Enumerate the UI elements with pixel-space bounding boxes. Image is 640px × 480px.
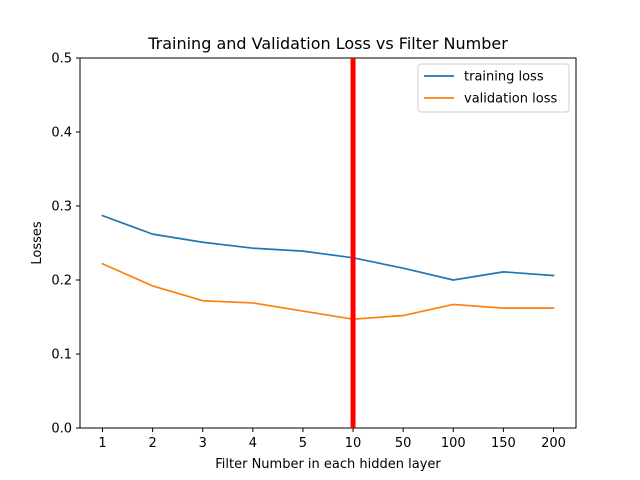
legend-label: training loss [464, 70, 544, 85]
legend-label: validation loss [464, 92, 557, 107]
y-axis: 0.0 0.1 0.2 0.3 0.4 0.5 [51, 52, 80, 437]
legend: training loss validation loss [417, 63, 570, 113]
y-tick-label: 0.3 [51, 200, 72, 215]
y-tick-label: 0.5 [51, 52, 72, 67]
x-tick-label: 3 [199, 436, 207, 451]
series-line-training-loss [101, 214, 555, 281]
series-layer [101, 214, 555, 321]
plot-frame [79, 57, 577, 429]
y-tick-label: 0.1 [51, 348, 72, 363]
x-tick-label: 200 [541, 436, 566, 451]
y-tick-label: 0.2 [51, 274, 72, 289]
legend-box [417, 63, 570, 113]
x-tick-label: 5 [299, 436, 307, 451]
plot-area [79, 57, 577, 429]
x-tick-label: 2 [148, 436, 156, 451]
y-axis-label: Losses [30, 221, 45, 265]
x-tick-label: 1 [98, 436, 106, 451]
y-tick-label: 0.4 [51, 126, 72, 141]
x-axis: 1 2 3 4 5 10 50 100 150 200 [98, 428, 566, 451]
series-line-validation-loss [101, 262, 555, 321]
x-tick-label: 150 [491, 436, 516, 451]
y-tick-label: 0.0 [51, 422, 72, 437]
x-tick-label: 100 [441, 436, 466, 451]
x-axis-label: Filter Number in each hidden layer [215, 457, 441, 472]
x-tick-label: 10 [345, 436, 362, 451]
chart-title: Training and Validation Loss vs Filter N… [147, 34, 508, 53]
x-tick-label: 50 [395, 436, 412, 451]
x-tick-label: 4 [249, 436, 257, 451]
